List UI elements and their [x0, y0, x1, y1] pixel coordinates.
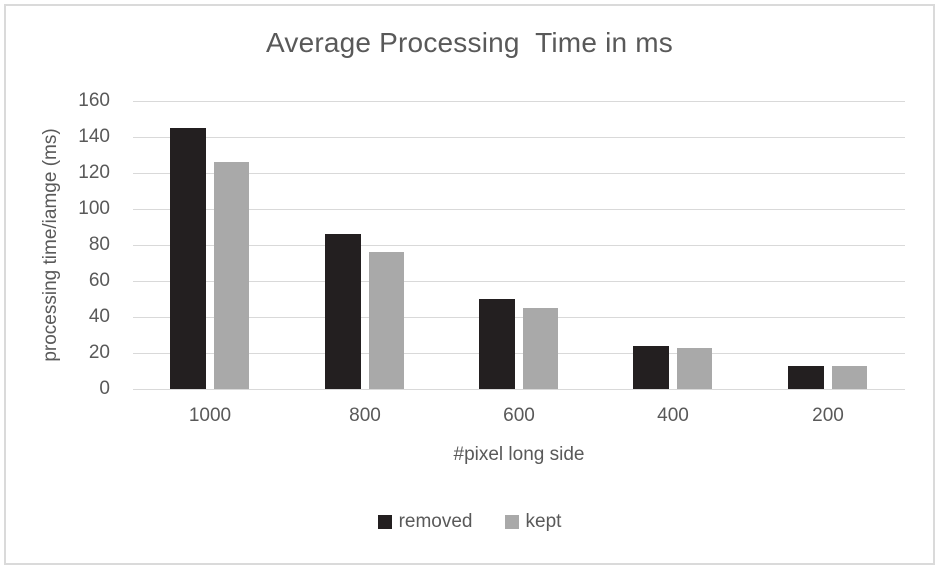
y-tick-label-60: 60: [88, 270, 110, 291]
legend-label-kept: kept: [525, 511, 562, 532]
gridline-y140: [133, 137, 905, 138]
x-tick-label-200: 200: [812, 405, 844, 426]
bar-removed-200: [788, 366, 824, 389]
legend-swatch-removed: [377, 515, 392, 529]
bar-removed-400: [633, 346, 669, 389]
x-axis-title: #pixel long side: [453, 444, 585, 465]
gridline-y60: [133, 281, 905, 282]
x-tick-label-600: 600: [503, 405, 535, 426]
bar-kept-200: [832, 366, 867, 389]
gridline-y20: [133, 353, 905, 354]
chart-title: Average Processing Time in ms: [266, 27, 673, 58]
bar-kept-800: [369, 252, 404, 389]
y-tick-label-80: 80: [88, 234, 110, 255]
y-tick-label-120: 120: [78, 162, 110, 183]
x-axis-line: [133, 389, 905, 390]
legend-swatch-kept: [504, 515, 519, 529]
bar-kept-1000: [214, 162, 249, 389]
gridline-y40: [133, 317, 905, 318]
y-tick-label-140: 140: [78, 126, 110, 147]
legend-item-kept: kept: [504, 511, 562, 533]
gridline-y160: [133, 101, 905, 102]
bar-removed-1000: [170, 128, 206, 389]
y-tick-label-40: 40: [88, 306, 110, 327]
bar-removed-800: [325, 234, 361, 389]
legend-item-removed: removed: [377, 511, 473, 533]
legend: removed kept: [0, 511, 939, 533]
y-tick-label-0: 0: [99, 378, 110, 399]
bar-kept-600: [523, 308, 558, 389]
y-tick-label-160: 160: [78, 90, 110, 111]
bar-kept-400: [677, 348, 712, 389]
x-tick-label-400: 400: [657, 405, 689, 426]
gridline-y120: [133, 173, 905, 174]
gridline-y100: [133, 209, 905, 210]
y-tick-label-20: 20: [88, 342, 110, 363]
chart-outer-border: [4, 4, 935, 565]
bar-removed-600: [479, 299, 515, 389]
x-tick-label-800: 800: [349, 405, 381, 426]
gridline-y80: [133, 245, 905, 246]
y-tick-label-100: 100: [78, 198, 110, 219]
legend-label-removed: removed: [398, 511, 473, 532]
x-tick-label-1000: 1000: [188, 405, 232, 426]
